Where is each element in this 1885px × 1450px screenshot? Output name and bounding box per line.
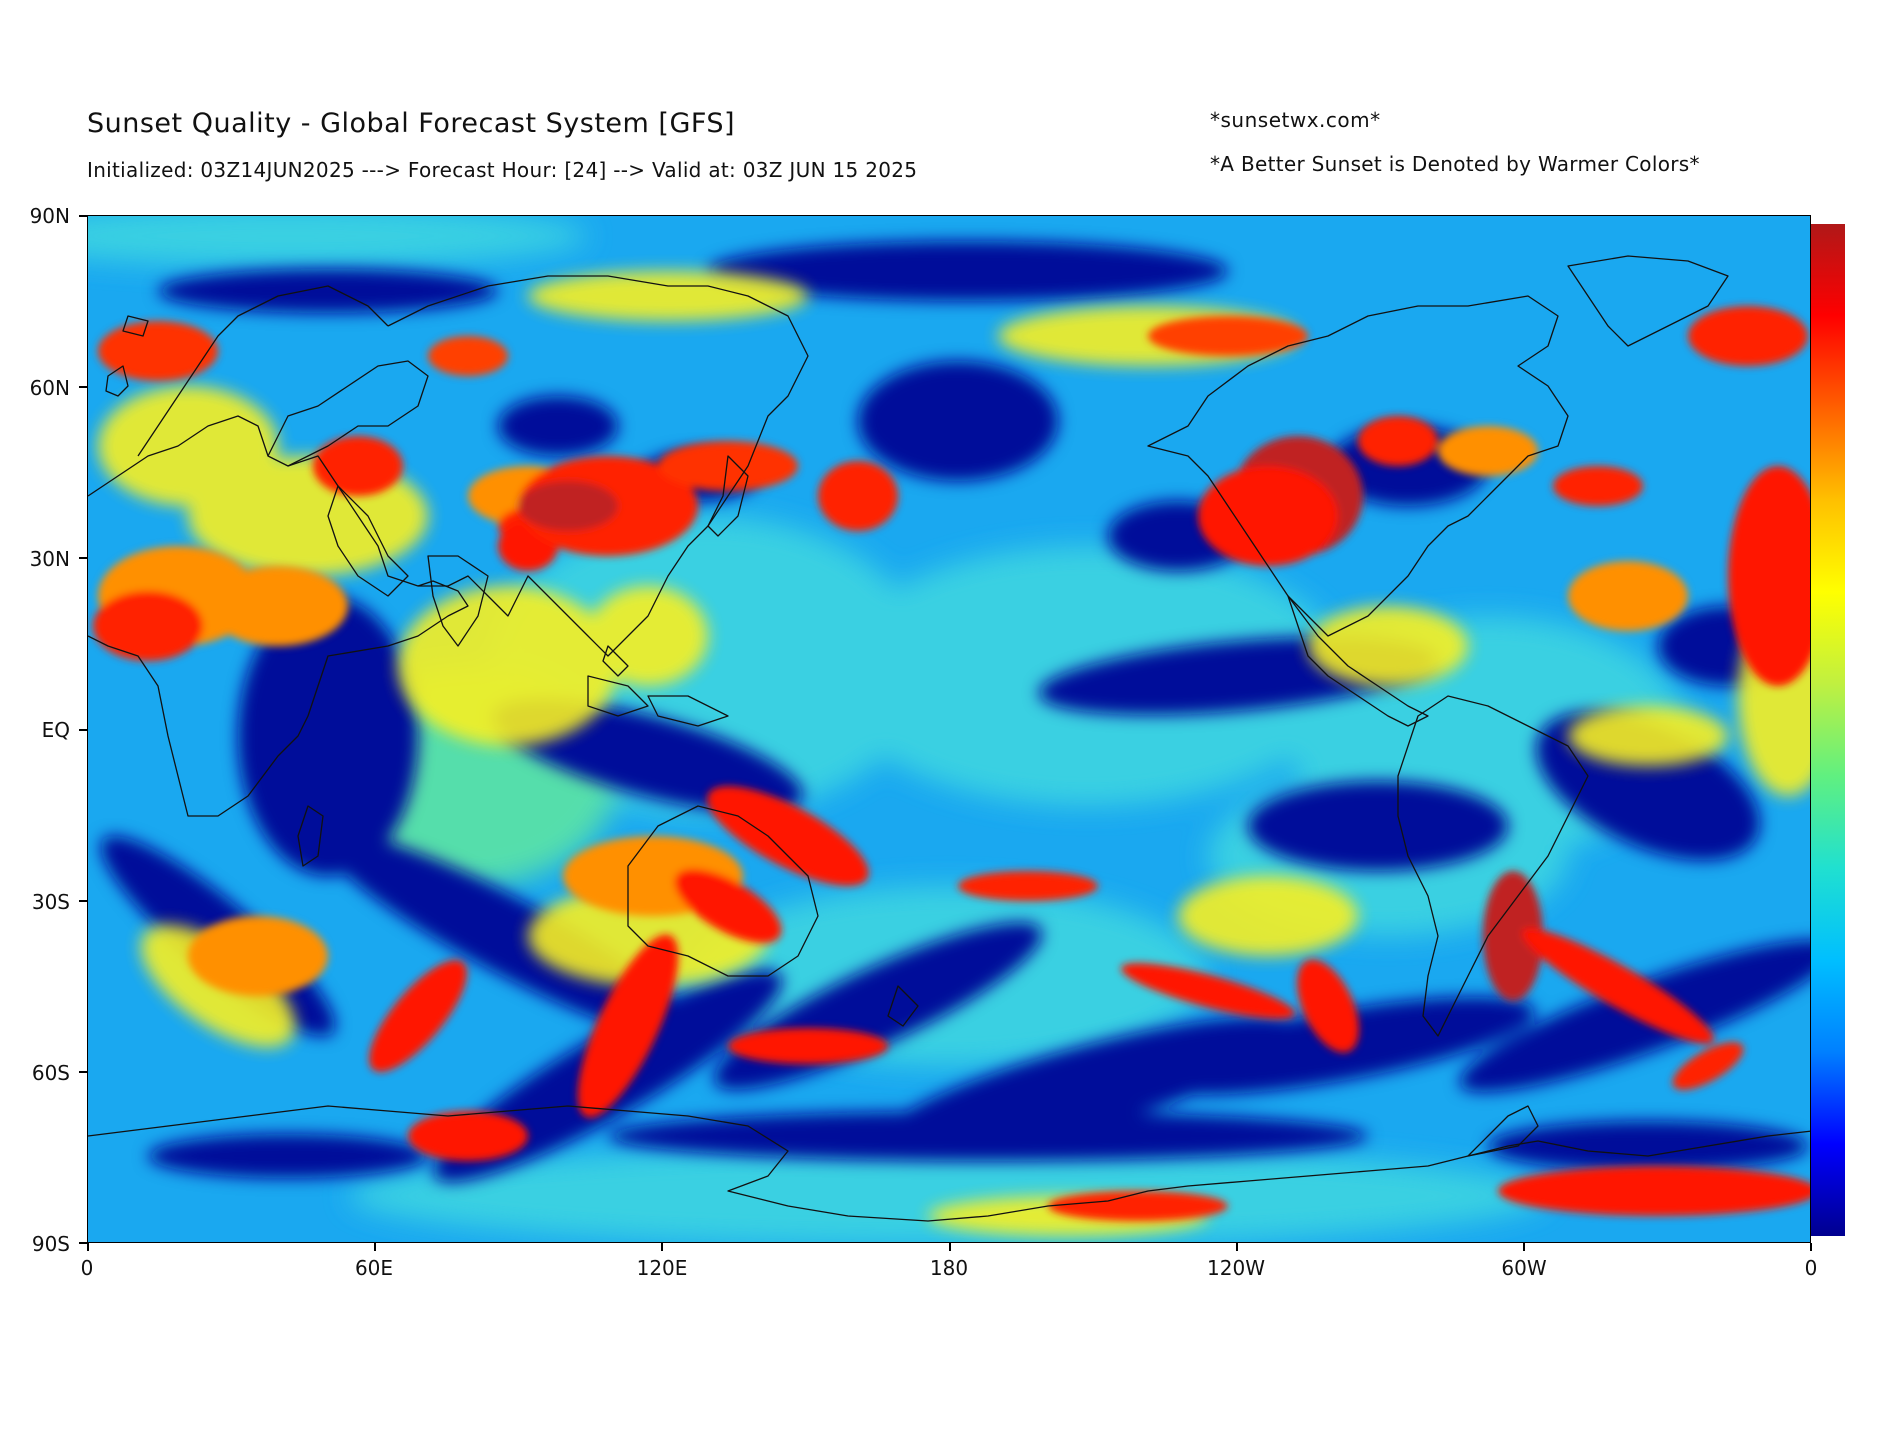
y-tick — [79, 900, 87, 902]
x-tick-label-60e: 60E — [354, 1256, 394, 1280]
x-tick — [661, 1243, 663, 1251]
y-tick-label-60s: 60S — [31, 1061, 70, 1085]
page-title: Sunset Quality - Global Forecast System … — [87, 108, 736, 139]
x-tick — [1236, 1243, 1238, 1251]
x-tick — [949, 1243, 951, 1251]
y-tick-label-30n: 30N — [29, 547, 70, 571]
x-tick-label-120e: 120E — [636, 1256, 688, 1280]
y-tick — [79, 557, 87, 559]
y-tick — [79, 729, 87, 731]
y-tick-label-90n: 90N — [29, 204, 70, 228]
x-tick-label-0: 0 — [80, 1256, 94, 1280]
y-tick-label-eq: EQ — [41, 718, 70, 742]
y-tick-label-30s: 30S — [31, 890, 70, 914]
sunset-quality-map — [87, 215, 1811, 1243]
y-tick — [79, 1242, 87, 1244]
colorbar — [1811, 224, 1845, 1236]
x-tick — [1523, 1243, 1525, 1251]
x-tick-label-60w: 60W — [1501, 1256, 1547, 1280]
x-tick — [374, 1243, 376, 1251]
forecast-field — [88, 216, 1810, 1242]
x-tick-label-120w: 120W — [1207, 1256, 1265, 1280]
color-note: *A Better Sunset is Denoted by Warmer Co… — [1210, 152, 1700, 176]
x-tick — [87, 1243, 89, 1251]
y-tick-label-60n: 60N — [29, 376, 70, 400]
x-tick-label-0-right: 0 — [1804, 1256, 1818, 1280]
y-tick — [79, 386, 87, 388]
y-tick-label-90s: 90S — [31, 1232, 70, 1256]
site-credit: *sunsetwx.com* — [1210, 108, 1381, 132]
forecast-subtitle: Initialized: 03Z14JUN2025 ---> Forecast … — [87, 158, 918, 182]
x-tick-label-180: 180 — [929, 1256, 969, 1280]
y-tick — [79, 215, 87, 217]
x-tick — [1810, 1243, 1812, 1251]
y-tick — [79, 1071, 87, 1073]
